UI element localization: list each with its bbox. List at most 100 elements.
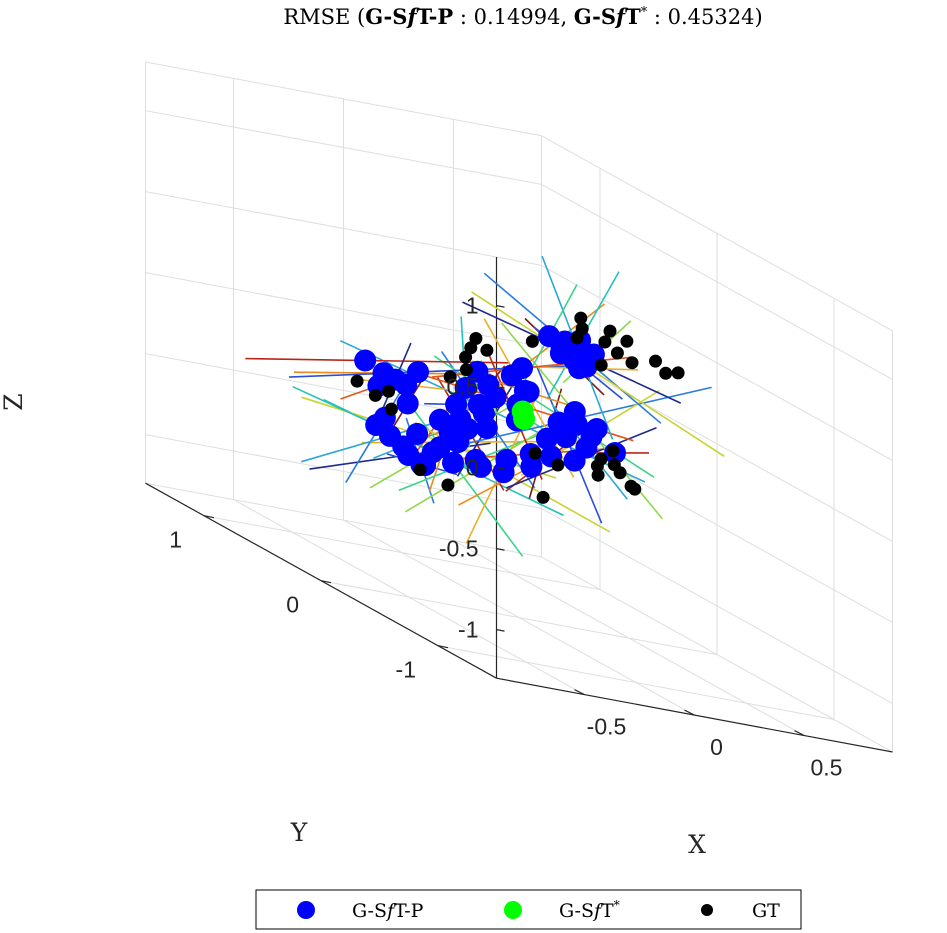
z-tick-label: 1 [466,293,479,319]
z-tick-mark [496,386,505,389]
point-gsft-p [406,422,429,445]
y-tick-mark [320,580,332,584]
x-tick-mark [574,689,585,696]
point-gt [649,354,662,368]
legend-marker-gsft-p [297,901,315,919]
grid-line [203,515,601,590]
y-tick-label: 1 [169,527,182,553]
data-points [350,311,685,504]
legend-marker-gt [701,904,713,916]
y-tick-mark [203,515,215,519]
x-tick-mark [684,709,695,716]
point-gsft-p [535,427,558,450]
y-tick-mark [437,645,449,649]
legend-label-gsft-p: G-SfT-P [352,900,424,922]
x-tick-label: 0 [710,734,723,760]
grid-line [145,191,542,266]
point-gt [603,324,617,338]
point-gsft-p [495,448,518,471]
grid-line [437,645,835,720]
point-gsft-p [511,357,533,380]
z-tick-mark [496,467,505,470]
grid-line [541,507,893,704]
grid-line [541,135,893,332]
point-gt [551,458,565,472]
point-gsft-p [396,392,419,415]
grid-line [320,580,718,655]
point-gt [574,311,588,325]
point-gt [382,384,396,398]
x-tick-label: 0.5 [811,755,843,781]
point-gt [368,388,382,402]
title-method2-sup: * [641,5,648,20]
point-gt [413,463,427,477]
legend: G-SfT-P G-SfT* GT [255,889,802,930]
point-gt [441,478,455,492]
point-gsft-star [511,400,534,423]
title-method2-suffix: T [625,4,641,29]
point-gsft-p [365,414,388,436]
point-gsft-p [428,436,451,459]
grid-line [541,264,893,461]
point-gt [613,466,627,480]
chart-title: RMSE (G-SfT-P : 0.14994, G-SfT* : 0.4532… [283,4,762,29]
point-gsft-p [517,381,540,403]
y-axis-label: Y [290,818,308,847]
point-gsft-p [563,401,586,423]
z-tick-mark [496,629,505,632]
z-axis-label: Z [0,393,28,410]
z-tick-label: 0 [466,455,479,481]
point-gt [459,363,473,377]
grid-line [145,110,542,185]
legend-label-gt: GT [752,900,780,922]
point-gt [536,490,550,504]
point-gt [606,444,620,458]
point-gsft-p [407,361,429,383]
point-gt [591,468,605,482]
z-tick-label: -0.5 [439,536,479,562]
point-gt [594,358,608,372]
point-gt [610,346,624,360]
point-gsft-p [538,325,561,348]
z-tick-label: -1 [458,617,478,643]
point-gt [469,332,483,345]
point-gt [671,366,685,380]
grid-line [541,556,893,753]
grid-lines [145,61,893,753]
point-gsft-p [469,455,492,478]
point-gt [594,452,608,466]
legend-label-gsft-star: G-SfT* [559,898,620,922]
grid-line [145,482,542,558]
x-tick-mark [794,730,805,737]
legend-marker-gsft-star [504,901,522,919]
grid-line [145,61,542,137]
point-gt [350,374,364,388]
title-prefix: RMSE ( [283,5,365,29]
point-gsft-p [568,357,591,380]
point-gt [659,366,673,380]
z-tick-mark [496,548,505,551]
z-tick-mark [496,305,505,308]
ray-line [471,291,725,458]
point-gsft-p [547,411,570,434]
grid-line [541,183,893,380]
title-value2: : 0.45324) [647,5,762,29]
point-gt [625,356,639,370]
point-gt [575,322,589,336]
x-axis-label: X [688,830,706,859]
point-gt [480,343,494,357]
x-tick-label: -0.5 [587,714,627,740]
point-gt [628,482,642,496]
point-gsft-p [445,393,468,416]
title-method2: G-S [574,4,616,29]
y-ticks: -1 0 1 [169,515,449,683]
z-tick-label: 0.5 [447,374,479,400]
z-ticks: -1 -0.5 0 0.5 1 [439,293,505,643]
legend-box [255,889,802,930]
point-gt [598,335,612,349]
point-gt [443,370,457,384]
x-ticks: -0.5 0 0.5 [574,689,843,781]
point-gt [620,334,634,348]
grid-line [541,345,893,542]
